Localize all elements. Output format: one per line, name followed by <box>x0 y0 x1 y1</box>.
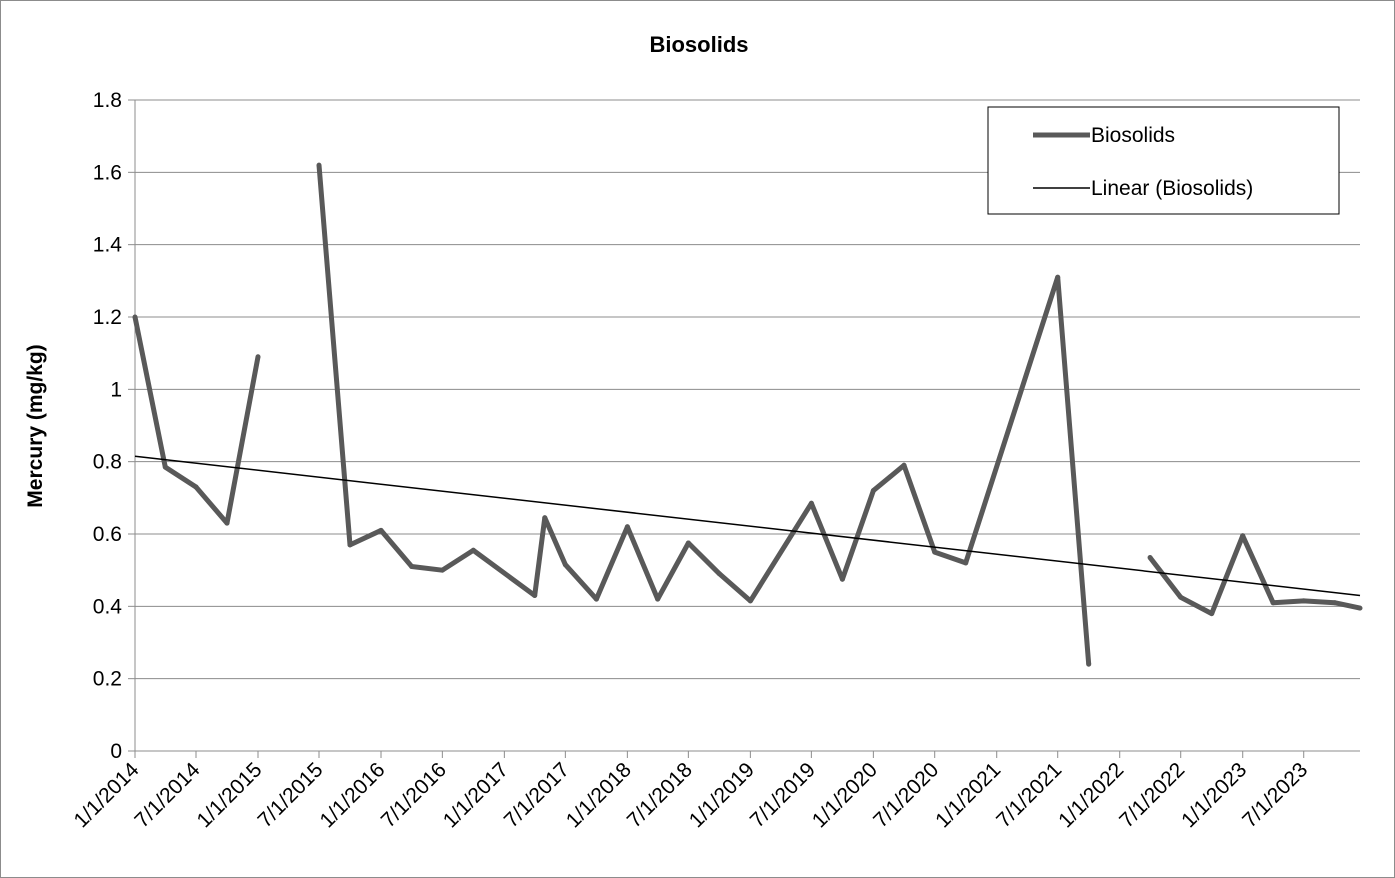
data-point-biosolids-2-7 <box>1357 605 1363 611</box>
x-tick-label: 7/1/2017 <box>500 758 574 832</box>
data-point-biosolids-1-14 <box>747 598 753 604</box>
x-tick-labels: 1/1/20147/1/20141/1/20157/1/20151/1/2016… <box>69 758 1312 832</box>
series-line-biosolids-segment-0 <box>132 316 261 526</box>
legend: Biosolids Linear (Biosolids) <box>987 106 1340 215</box>
x-tick-label: 7/1/2018 <box>623 758 697 832</box>
series-line-biosolids-segment-2 <box>1148 533 1361 617</box>
data-point-biosolids-0-3 <box>224 520 230 526</box>
data-point-biosolids-0-2 <box>193 484 199 490</box>
data-point-biosolids-0-1 <box>162 464 168 470</box>
data-point-biosolids-2-6 <box>1332 600 1338 606</box>
data-point-biosolids-1-22 <box>1086 661 1092 667</box>
y-tick-label: 0.2 <box>93 668 122 691</box>
data-point-biosolids-1-11 <box>655 596 661 602</box>
y-axis-label: Mercury (mg/kg) <box>24 344 47 507</box>
data-point-biosolids-1-13 <box>716 571 722 577</box>
x-tick-label: 7/1/2023 <box>1238 758 1312 832</box>
x-tick-label: 7/1/2019 <box>746 758 820 832</box>
data-point-biosolids-1-17 <box>870 488 876 494</box>
series-lines <box>132 162 1363 667</box>
axes <box>134 100 1360 758</box>
x-tick-label: 7/1/2014 <box>130 758 204 832</box>
y-tick-label: 1.6 <box>93 161 122 184</box>
data-point-biosolids-2-1 <box>1178 594 1184 600</box>
x-tick-label: 1/1/2017 <box>439 758 513 832</box>
data-point-biosolids-0-0 <box>132 314 138 320</box>
legend-label-linear-trend: Linear (Biosolids) <box>1091 177 1253 200</box>
x-tick-label: 1/1/2016 <box>315 758 389 832</box>
x-tick-label: 7/1/2020 <box>869 758 943 832</box>
y-tick-label: 1 <box>110 378 122 401</box>
x-tick-label: 1/1/2015 <box>192 758 266 832</box>
chart-title: Biosolids <box>649 32 748 57</box>
x-tick-label: 1/1/2020 <box>808 758 882 832</box>
data-point-biosolids-1-4 <box>439 567 445 573</box>
y-tick-label: 0.4 <box>93 595 123 618</box>
y-tick-label: 1.2 <box>93 306 122 329</box>
x-tick-label: 7/1/2022 <box>1115 758 1189 832</box>
data-point-biosolids-1-21 <box>1055 274 1061 280</box>
data-point-biosolids-1-5 <box>470 547 476 553</box>
data-point-biosolids-2-0 <box>1147 555 1153 561</box>
data-point-biosolids-1-6 <box>532 592 538 598</box>
data-point-biosolids-2-4 <box>1270 600 1276 606</box>
data-point-biosolids-1-9 <box>593 596 599 602</box>
data-point-biosolids-1-3 <box>409 564 415 570</box>
data-point-biosolids-1-8 <box>562 562 568 568</box>
legend-label-biosolids: Biosolids <box>1091 124 1175 147</box>
x-tick-label: 1/1/2018 <box>562 758 636 832</box>
data-point-biosolids-2-3 <box>1240 533 1246 539</box>
y-tick-label: 1.8 <box>93 89 122 112</box>
x-tick-label: 7/1/2016 <box>377 758 451 832</box>
y-tick-label: 0.6 <box>93 523 122 546</box>
data-point-biosolids-1-1 <box>347 542 353 548</box>
data-point-biosolids-1-0 <box>316 162 322 168</box>
data-point-biosolids-1-20 <box>963 560 969 566</box>
y-tick-label: 0 <box>110 740 122 763</box>
y-tick-label: 1.4 <box>93 234 123 257</box>
x-tick-label: 7/1/2021 <box>992 758 1066 832</box>
legend-box <box>987 106 1340 215</box>
series-line-biosolids-segment-1 <box>316 164 1092 665</box>
y-tick-label: 0.8 <box>93 451 122 474</box>
x-tick-label: 7/1/2015 <box>253 758 327 832</box>
data-point-biosolids-2-5 <box>1301 598 1307 604</box>
data-point-biosolids-1-18 <box>901 462 907 468</box>
x-tick-label: 1/1/2023 <box>1177 758 1251 832</box>
data-point-biosolids-1-15 <box>808 500 814 506</box>
x-tick-label: 1/1/2021 <box>931 758 1005 832</box>
data-point-biosolids-1-16 <box>839 576 845 582</box>
data-point-biosolids-1-12 <box>685 540 691 546</box>
x-tick-label: 1/1/2019 <box>685 758 759 832</box>
data-point-biosolids-1-10 <box>624 524 630 530</box>
grid-lines <box>128 99 1360 752</box>
data-point-biosolids-1-2 <box>378 527 384 533</box>
data-point-biosolids-2-2 <box>1209 611 1215 617</box>
data-point-biosolids-1-19 <box>932 549 938 555</box>
y-tick-labels: 0 0.2 0.4 0.6 0.8 1 1.2 1.4 1.6 1.8 <box>93 89 123 763</box>
data-point-biosolids-1-7 <box>542 515 548 521</box>
x-tick-label: 1/1/2014 <box>69 758 143 832</box>
data-point-biosolids-0-4 <box>255 354 261 360</box>
x-tick-label: 1/1/2022 <box>1054 758 1128 832</box>
series-line-linear-trend <box>134 455 1361 597</box>
